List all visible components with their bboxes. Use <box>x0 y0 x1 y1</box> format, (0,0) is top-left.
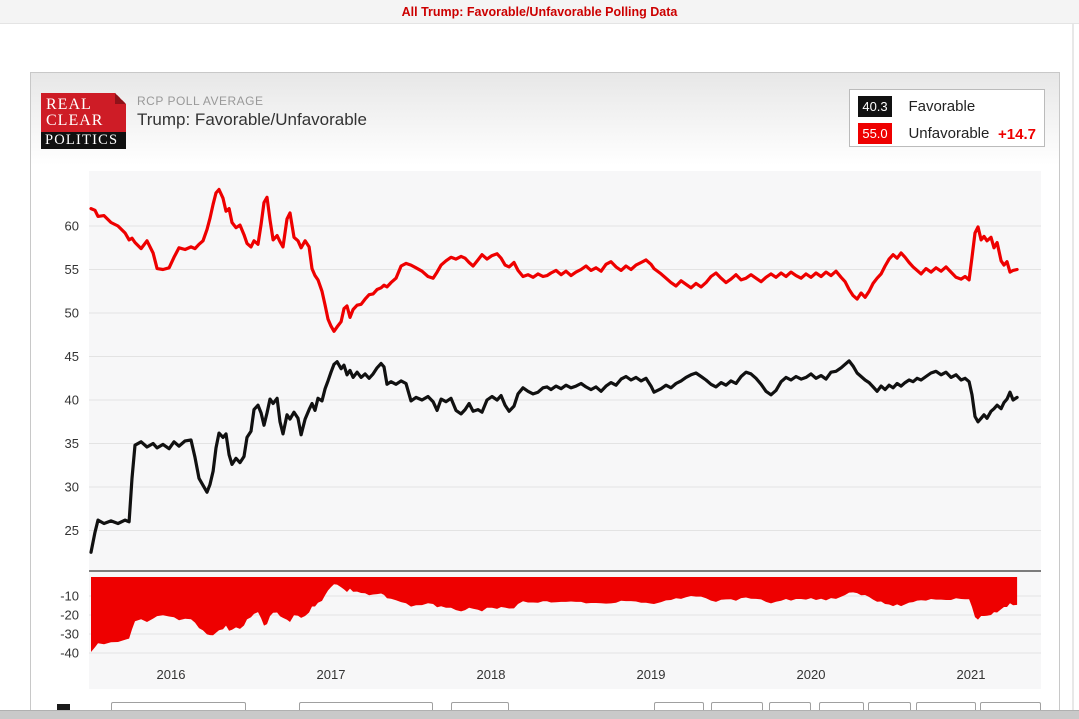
svg-text:35: 35 <box>65 436 79 451</box>
svg-text:2018: 2018 <box>477 667 506 682</box>
horizontal-scrollbar[interactable] <box>0 710 1079 719</box>
favorable-label: Favorable <box>908 98 976 115</box>
top-banner: All Trump: Favorable/Unfavorable Polling… <box>0 0 1079 24</box>
poll-average-kicker: RCP POLL AVERAGE <box>137 94 264 108</box>
rcp-logo-line2: CLEAR <box>46 112 104 129</box>
rcp-logo-line3: POLITICS <box>41 132 126 149</box>
svg-text:2019: 2019 <box>637 667 666 682</box>
svg-text:40: 40 <box>65 393 79 408</box>
poll-widget-panel: REAL CLEAR POLITICS RCP POLL AVERAGE Tru… <box>30 72 1060 719</box>
favorable-value-badge: 40.3 <box>858 96 892 117</box>
rcp-logo-fold-corner-icon <box>115 93 126 104</box>
svg-text:2016: 2016 <box>157 667 186 682</box>
page-right-divider <box>1072 24 1074 719</box>
unfavorable-label: Unfavorable <box>908 125 990 142</box>
svg-text:2021: 2021 <box>957 667 986 682</box>
svg-text:-10: -10 <box>60 589 79 604</box>
legend-row-unfavorable: 55.0 Unfavorable <box>858 123 989 144</box>
legend-box: 40.3 Favorable 55.0 Unfavorable +14.7 <box>849 89 1045 147</box>
spread-value: +14.7 <box>998 126 1036 143</box>
poll-trend-chart[interactable]: 60 55 50 45 40 35 30 25 -10 -20 -30 -40 2016 2017 2018… <box>43 159 1049 699</box>
rcp-logo[interactable]: REAL CLEAR POLITICS <box>41 93 126 149</box>
svg-text:25: 25 <box>65 523 79 538</box>
svg-text:-40: -40 <box>60 646 79 661</box>
rcp-logo-line1: REAL <box>46 96 92 113</box>
svg-text:45: 45 <box>65 349 79 364</box>
svg-text:-30: -30 <box>60 627 79 642</box>
page-title: Trump: Favorable/Unfavorable <box>137 110 367 129</box>
svg-text:55: 55 <box>65 262 79 277</box>
svg-text:-20: -20 <box>60 608 79 623</box>
svg-text:60: 60 <box>65 219 79 234</box>
svg-text:2017: 2017 <box>317 667 346 682</box>
top-banner-link[interactable]: All Trump: Favorable/Unfavorable Polling… <box>401 5 678 19</box>
svg-text:2020: 2020 <box>797 667 826 682</box>
svg-text:30: 30 <box>65 480 79 495</box>
unfavorable-value-badge: 55.0 <box>858 123 892 144</box>
legend-row-favorable: 40.3 Favorable <box>858 96 975 117</box>
rcp-logo-red-block: REAL CLEAR <box>41 93 126 132</box>
svg-text:50: 50 <box>65 306 79 321</box>
cutoff-label-fragment <box>57 704 70 711</box>
